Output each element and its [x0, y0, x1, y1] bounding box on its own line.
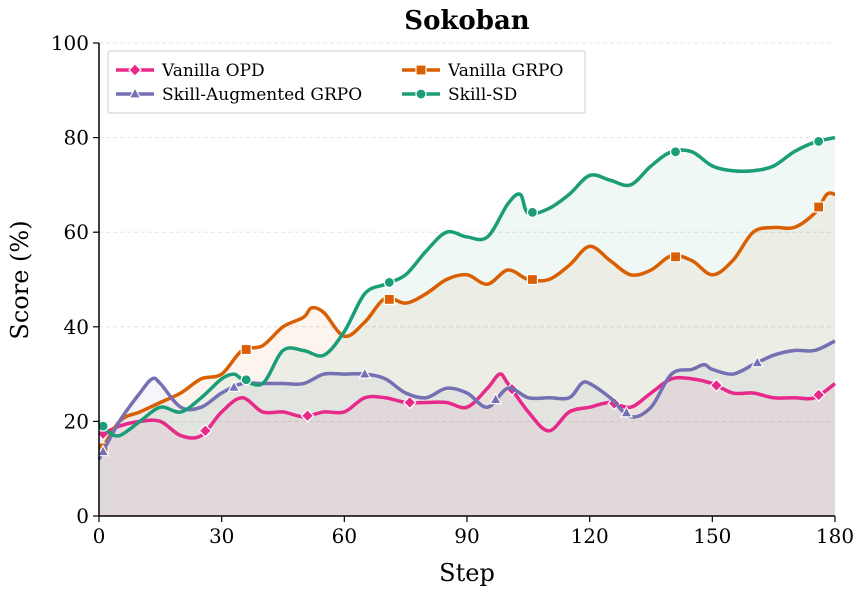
x-tick-label: 90	[454, 524, 479, 548]
y-tick-label: 60	[64, 220, 89, 244]
square-marker	[813, 201, 825, 213]
series-fills	[99, 137, 835, 517]
series-area	[99, 192, 835, 517]
diamond-marker	[402, 395, 417, 410]
circle-marker	[97, 420, 109, 432]
circle-marker	[240, 374, 252, 386]
series-line	[97, 191, 836, 456]
y-tick-label: 0	[76, 504, 89, 528]
axes: 0 20 40 60 80 100 0 30 60 90 120 150 180	[51, 31, 854, 548]
square-marker	[415, 64, 427, 76]
square-marker	[240, 343, 252, 356]
legend-label: Vanilla OPD	[161, 61, 265, 81]
triangle-marker	[227, 380, 241, 392]
legend-box	[107, 50, 586, 114]
y-tick-label: 40	[64, 315, 89, 339]
series-line	[97, 339, 836, 461]
triangle-marker	[128, 86, 142, 99]
diamond-marker	[128, 63, 142, 77]
grid	[99, 42, 835, 422]
x-tick-label: 30	[209, 524, 234, 548]
legend-label: Vanilla GRPO	[447, 61, 563, 81]
series-lines	[96, 135, 837, 461]
x-tick-label: 180	[816, 524, 854, 548]
diamond-marker	[709, 378, 724, 393]
diamond-marker	[300, 408, 315, 423]
y-tick-label: 80	[64, 126, 89, 150]
series-area	[99, 137, 835, 516]
circle-marker	[415, 88, 427, 100]
legend-label: Skill-Augmented GRPO	[162, 85, 362, 105]
legend-label: Skill-SD	[448, 85, 517, 105]
legend: Vanilla OPD Vanilla GRPO Skill-Augmented G…	[107, 50, 586, 114]
square-marker	[669, 251, 682, 263]
chart-title: Sokoban	[404, 6, 530, 36]
series-line	[97, 135, 836, 438]
circle-marker	[383, 276, 395, 288]
circle-marker	[813, 135, 825, 147]
triangle-marker	[358, 366, 372, 379]
y-axis-label: Score (%)	[6, 220, 34, 339]
x-tick-label: 120	[571, 524, 609, 548]
square-marker	[383, 293, 395, 305]
triangle-marker	[96, 444, 110, 457]
x-axis-label: Step	[439, 559, 495, 587]
diamond-marker	[198, 424, 213, 438]
circle-marker	[526, 206, 539, 218]
x-tick-label: 60	[332, 524, 357, 548]
triangle-marker	[619, 405, 633, 418]
circle-marker	[669, 146, 682, 158]
x-tick-label: 150	[693, 524, 731, 548]
y-tick-label: 100	[51, 31, 89, 55]
series-line	[98, 372, 837, 440]
x-tick-label: 0	[93, 524, 106, 548]
square-marker	[526, 273, 539, 286]
triangle-marker	[489, 392, 503, 405]
y-tick-label: 20	[64, 409, 89, 433]
triangle-marker	[750, 355, 764, 368]
diamond-marker	[811, 388, 826, 402]
